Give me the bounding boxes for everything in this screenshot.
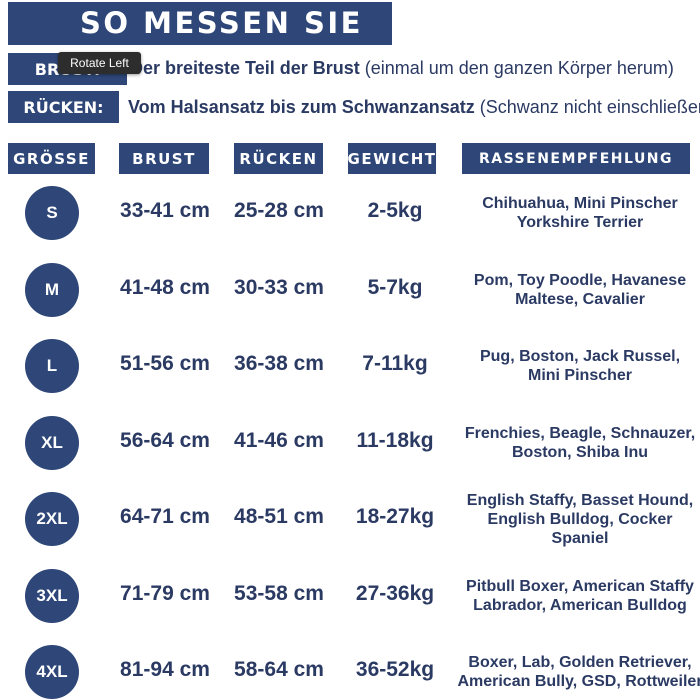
breed-line: Pug, Boston, Jack Russel, <box>479 348 681 365</box>
breed-line: Pom, Toy Poodle, Havanese <box>473 272 687 289</box>
gewicht-value: 2-5kg <box>367 199 423 222</box>
brust-description: Der breiteste Teil der Brust (einmal um … <box>130 58 674 79</box>
ruecken-value: 41-46 cm <box>234 429 324 452</box>
size-badge: XL <box>25 416 79 470</box>
gewicht-value: 11-18kg <box>356 429 434 452</box>
brust-value: 56-64 cm <box>120 429 210 452</box>
header-brust: BRUST <box>119 143 209 174</box>
breed-line: American Bully, GSD, Rottweiler <box>457 673 700 690</box>
breed-line: Frenchies, Beagle, Schnauzer, <box>464 425 696 442</box>
gewicht-value: 5-7kg <box>367 276 423 299</box>
rotate-left-tooltip: Rotate Left <box>58 52 141 74</box>
ruecken-description-normal: (Schwanz nicht einschließen) <box>474 97 700 117</box>
breed-line: Maltese, Cavalier <box>515 291 645 308</box>
breed-line: Pitbull Boxer, American Staffy <box>466 578 694 595</box>
table-row: S 33-41 cm 25-28 cm 2-5kg Chihuahua, Mini Pi… <box>0 186 700 273</box>
table-row: M 41-48 cm 30-33 cm 5-7kg Pom, Toy Poodle, H… <box>0 263 700 350</box>
breed-recommendation: Chihuahua, Mini Pinscher Yorkshire Terrie… <box>452 194 700 232</box>
ruecken-value: 25-28 cm <box>234 199 324 222</box>
size-badge: 3XL <box>25 569 79 623</box>
brust-description-bold: Der breiteste Teil der Brust <box>130 58 360 78</box>
brust-value: 33-41 cm <box>120 199 210 222</box>
breed-recommendation: Pitbull Boxer, American Staffy Labrador, … <box>452 577 700 615</box>
brust-value: 71-79 cm <box>120 582 210 605</box>
breed-line: Chihuahua, Mini Pinscher <box>482 195 678 212</box>
ruecken-value: 48-51 cm <box>234 505 324 528</box>
size-badge: 2XL <box>25 492 79 546</box>
size-badge: S <box>25 186 79 240</box>
table-row: 3XL 71-79 cm 53-58 cm 27-36kg Pitbull Boxer,… <box>0 569 700 656</box>
breed-line: Yorkshire Terrier <box>516 214 644 231</box>
size-badge: L <box>25 339 79 393</box>
breed-line: Mini Pinscher <box>527 367 633 384</box>
gewicht-value: 18-27kg <box>355 505 435 528</box>
ruecken-value: 36-38 cm <box>234 352 324 375</box>
header-rasse: RASSENEMPFEHLUNG <box>462 143 690 174</box>
size-badge: 4XL <box>25 645 79 699</box>
ruecken-label: RÜCKEN: <box>8 91 119 123</box>
page-title: SO MESSEN SIE <box>8 2 392 45</box>
brust-value: 64-71 cm <box>120 505 210 528</box>
table-row: L 51-56 cm 36-38 cm 7-11kg Pug, Boston, Jack… <box>0 339 700 426</box>
breed-recommendation: Boxer, Lab, Golden Retriever, American Bu… <box>452 653 700 691</box>
header-ruecken: RÜCKEN <box>234 143 323 174</box>
header-size: GRÖSSE <box>8 143 95 174</box>
breed-line: Boston, Shiba Inu <box>512 444 648 461</box>
ruecken-description: Vom Halsansatz bis zum Schwanzansatz (Sc… <box>128 97 700 118</box>
table-row: 2XL 64-71 cm 48-51 cm 18-27kg English Staffy… <box>0 492 700 579</box>
table-row: 4XL 81-94 cm 58-64 cm 36-52kg Boxer, Lab, Go… <box>0 645 700 700</box>
ruecken-value: 53-58 cm <box>234 582 324 605</box>
breed-recommendation: English Staffy, Basset Hound, English Bul… <box>452 491 700 548</box>
gewicht-value: 7-11kg <box>362 352 428 375</box>
header-gewicht: GEWICHT <box>348 143 436 174</box>
ruecken-value: 58-64 cm <box>234 658 324 681</box>
brust-value: 41-48 cm <box>120 276 210 299</box>
gewicht-value: 36-52kg <box>355 658 435 681</box>
breed-line: Spaniel <box>551 529 609 547</box>
breed-recommendation: Frenchies, Beagle, Schnauzer, Boston, Shi… <box>452 424 700 462</box>
breed-recommendation: Pug, Boston, Jack Russel, Mini Pinscher <box>452 347 700 385</box>
brust-description-normal: (einmal um den ganzen Körper herum) <box>359 58 674 78</box>
breed-line: Labrador, American Bulldog <box>473 597 687 614</box>
breed-recommendation: Pom, Toy Poodle, Havanese Maltese, Cavali… <box>452 271 700 309</box>
brust-value: 81-94 cm <box>120 658 210 681</box>
breed-line: Boxer, Lab, Golden Retriever, <box>468 654 692 671</box>
gewicht-value: 27-36kg <box>355 582 435 605</box>
ruecken-value: 30-33 cm <box>234 276 324 299</box>
brust-value: 51-56 cm <box>120 352 210 375</box>
size-badge: M <box>25 263 79 317</box>
table-row: XL 56-64 cm 41-46 cm 11-18kg Frenchies, Beag… <box>0 416 700 503</box>
ruecken-description-bold: Vom Halsansatz bis zum Schwanzansatz <box>128 97 475 117</box>
breed-line: English Staffy, Basset Hound, <box>466 491 694 509</box>
breed-line: English Bulldog, Cocker <box>487 510 673 528</box>
